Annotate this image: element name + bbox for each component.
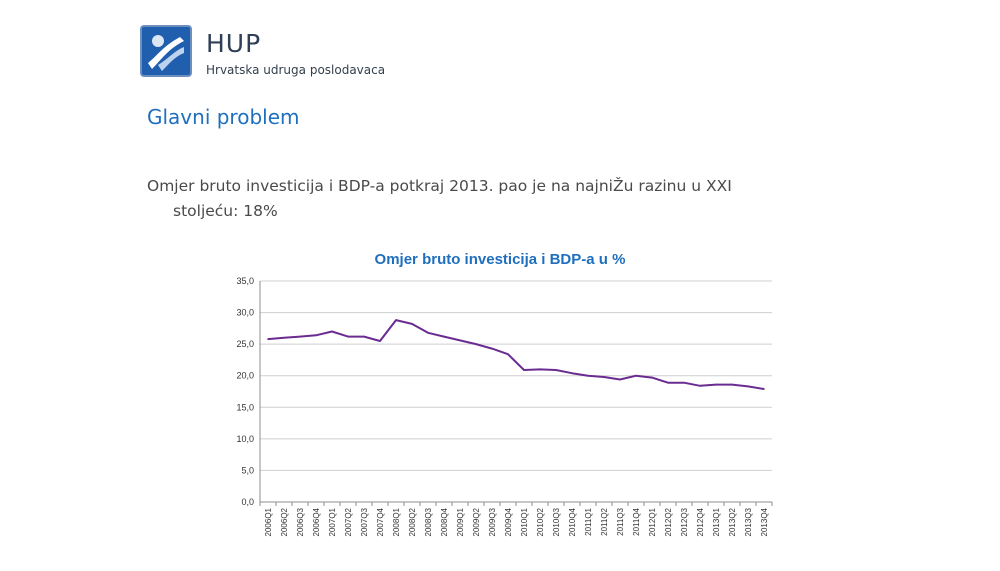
data-point — [667, 381, 669, 384]
x-tick-label: 2011Q4 — [632, 507, 641, 535]
x-tick-label: 2009Q2 — [472, 507, 481, 536]
data-point — [523, 369, 525, 371]
y-tick-label: 0,0 — [241, 497, 254, 507]
x-tick-label: 2008Q4 — [440, 507, 449, 536]
data-point — [731, 383, 733, 386]
data-point — [411, 323, 413, 325]
slide-title: Glavni problem — [147, 105, 300, 129]
data-point — [363, 335, 365, 338]
x-tick-label: 2009Q3 — [488, 507, 497, 536]
hup-logo: HUP Hrvatska udruga poslodavaca — [140, 25, 440, 85]
x-tick-label: 2007Q4 — [376, 507, 385, 536]
data-point — [619, 378, 621, 381]
x-tick-label: 2013Q3 — [744, 507, 753, 536]
x-tick-label: 2010Q2 — [536, 507, 545, 536]
x-tick-label: 2011Q2 — [600, 507, 609, 535]
series-line — [267, 319, 765, 390]
y-tick-label: 10,0 — [236, 434, 254, 444]
body-text: Omjer bruto investicija i BDP-a potkraj … — [147, 174, 867, 224]
data-point — [715, 383, 717, 386]
data-point — [747, 385, 749, 388]
body-text-line-2: stoljeću: 18% — [173, 202, 278, 220]
data-point — [571, 372, 573, 374]
data-point — [475, 343, 477, 345]
data-point — [699, 385, 701, 387]
x-tick-label: 2011Q1 — [584, 507, 593, 535]
data-point — [427, 331, 429, 334]
x-tick-label: 2008Q2 — [408, 507, 417, 536]
data-point — [379, 340, 381, 342]
data-point — [507, 353, 509, 356]
data-point — [763, 388, 765, 390]
x-tick-label: 2007Q1 — [328, 507, 337, 536]
data-point — [539, 368, 541, 371]
chart-title: Omjer bruto investicija i BDP-a u % — [375, 251, 626, 268]
y-tick-label: 5,0 — [241, 465, 254, 475]
data-point — [683, 381, 685, 384]
x-tick-label: 2008Q3 — [424, 507, 433, 536]
x-tick-label: 2010Q1 — [520, 507, 529, 536]
y-tick-label: 15,0 — [236, 402, 254, 412]
body-text-line-1: Omjer bruto investicija i BDP-a potkraj … — [147, 177, 732, 195]
x-tick-label: 2013Q2 — [728, 507, 737, 536]
x-tick-label: 2011Q3 — [616, 507, 625, 535]
data-point — [635, 374, 637, 377]
x-tick-label: 2010Q3 — [552, 507, 561, 536]
y-tick-label: 25,0 — [236, 339, 254, 349]
x-tick-label: 2006Q2 — [280, 507, 289, 536]
y-tick-label: 35,0 — [236, 276, 254, 286]
data-point — [587, 374, 589, 377]
data-point — [491, 347, 493, 350]
x-tick-label: 2012Q1 — [648, 507, 657, 536]
y-tick-label: 30,0 — [236, 308, 254, 318]
x-tick-label: 2013Q4 — [760, 507, 769, 536]
hup-logo-mark-icon — [140, 25, 192, 77]
x-tick-label: 2007Q3 — [360, 507, 369, 536]
data-point — [555, 369, 557, 371]
org-subtitle: Hrvatska udruga poslodavaca — [206, 63, 386, 77]
data-point — [443, 335, 445, 338]
x-tick-label: 2006Q3 — [296, 507, 305, 536]
y-tick-label: 20,0 — [236, 371, 254, 381]
x-tick-label: 2012Q2 — [664, 507, 673, 536]
x-tick-label: 2012Q3 — [680, 507, 689, 536]
x-tick-label: 2013Q1 — [712, 507, 721, 536]
x-tick-label: 2008Q1 — [392, 507, 401, 536]
data-point — [651, 376, 653, 379]
investment-ratio-chart: Omjer bruto investicija i BDP-a u % 0,0 5,… — [236, 251, 773, 536]
data-point — [331, 330, 333, 333]
data-point — [459, 339, 461, 342]
data-point — [315, 334, 317, 337]
x-tick-label: 2009Q1 — [456, 507, 465, 536]
data-point — [603, 376, 605, 378]
x-tick-label: 2007Q2 — [344, 507, 353, 536]
org-name: HUP — [206, 29, 262, 58]
data-point — [347, 335, 349, 338]
x-tick-label: 2006Q4 — [312, 507, 321, 536]
x-tick-label: 2010Q4 — [568, 507, 577, 536]
data-point — [267, 338, 269, 340]
data-point — [299, 335, 301, 338]
x-tick-label: 2006Q1 — [264, 507, 273, 536]
x-tick-label: 2009Q4 — [504, 507, 513, 536]
data-point — [283, 337, 285, 339]
data-point — [395, 319, 397, 321]
x-tick-label: 2012Q4 — [696, 507, 705, 536]
